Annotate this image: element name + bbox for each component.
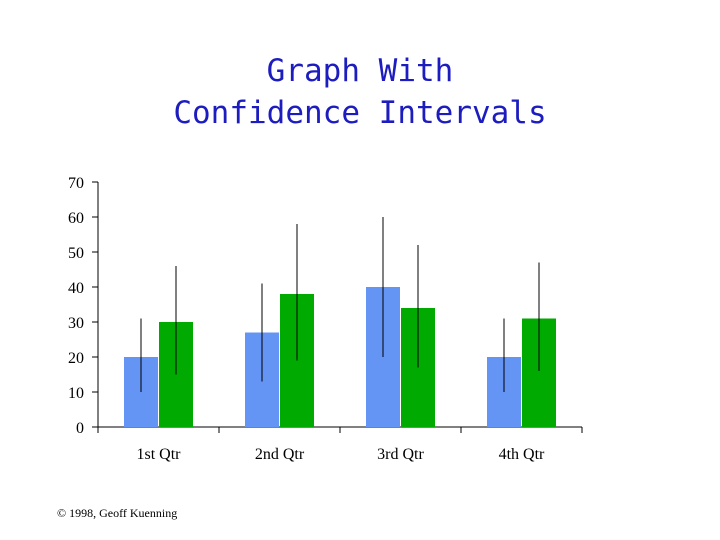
y-tick-label: 20 [68, 350, 84, 367]
y-tick-label: 30 [68, 315, 84, 332]
y-tick-label: 70 [68, 175, 84, 192]
y-tick-label: 10 [68, 385, 84, 402]
x-category-label: 2nd Qtr [255, 446, 305, 463]
y-tick-label: 60 [68, 210, 84, 227]
title-line-1: Graph With [266, 53, 454, 89]
x-category-label: 4th Qtr [499, 446, 545, 463]
y-tick-label: 0 [76, 420, 84, 437]
slide-title: Graph With Confidence Intervals [0, 50, 720, 134]
x-category-label: 3rd Qtr [377, 446, 424, 463]
copyright-footer: © 1998, Geoff Kuenning [57, 506, 178, 520]
y-tick-label: 50 [68, 245, 84, 262]
title-line-2: Confidence Intervals [173, 95, 547, 131]
y-tick-label: 40 [68, 280, 84, 297]
x-category-label: 1st Qtr [137, 446, 182, 463]
